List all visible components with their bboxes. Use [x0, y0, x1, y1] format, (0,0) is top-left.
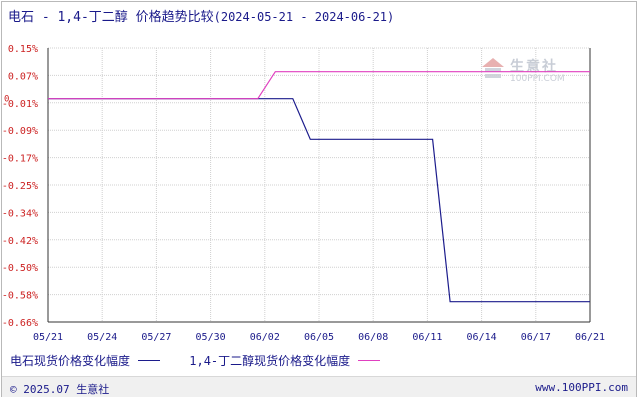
chart-title-text: 电石 - 1,4-丁二醇 价格趋势比较: [8, 10, 214, 25]
site-url[interactable]: www.100PPI.com: [535, 381, 628, 394]
x-tick-label: 05/21: [33, 332, 63, 343]
y-tick-label: -0.17%: [2, 154, 38, 165]
y-tick-label: -0.58%: [2, 291, 38, 302]
x-tick-label: 06/08: [358, 332, 388, 343]
legend-item-series1: 电石现货价格变化幅度: [10, 352, 161, 369]
y-tick-label: -0.50%: [2, 263, 38, 274]
x-tick-label: 05/24: [87, 332, 117, 343]
100ppi-logo-icon: [482, 58, 504, 78]
legend-swatch-series2: [358, 360, 381, 361]
copyright: © 2025.07 生意社: [10, 383, 110, 396]
series-line-2: [48, 71, 590, 100]
y-tick-label: 0.15%: [8, 44, 38, 55]
legend-label-series1: 电石现货价格变化幅度: [10, 354, 131, 368]
x-tick-label: 06/17: [521, 332, 551, 343]
y-tick-label: -0.66%: [2, 318, 38, 329]
chart-title: 电石 - 1,4-丁二醇 价格趋势比较(2024-05-21 - 2024-06…: [8, 6, 394, 25]
y-axis-ticks: 0.15% 0.07% -0.01% -0.09% -0.17% -0.25% -0.34%…: [2, 44, 38, 329]
y-tick-label: -0.01%: [2, 99, 38, 110]
series-lines: [48, 71, 590, 303]
x-tick-label: 06/11: [412, 332, 442, 343]
axes: [47, 48, 591, 323]
legend-label-series2: 1,4-丁二醇现货价格变化幅度: [189, 354, 351, 368]
legend-swatch-series1: [138, 360, 161, 361]
watermark: 生意社 100PPI.COM: [480, 54, 590, 90]
watermark-url: 100PPI.COM: [510, 74, 565, 84]
x-tick-label: 06/21: [575, 332, 605, 343]
y-tick-label: -0.25%: [2, 181, 38, 192]
footer-bar: © 2025.07 生意社 www.100PPI.com: [2, 376, 636, 397]
y-tick-label: -0.34%: [2, 208, 38, 219]
legend-item-series2: 1,4-丁二醇现货价格变化幅度: [189, 352, 381, 369]
y-tick-label: -0.09%: [2, 126, 38, 137]
x-tick-label: 05/30: [196, 332, 226, 343]
x-tick-label: 06/14: [467, 332, 497, 343]
x-tick-label: 06/02: [250, 332, 280, 343]
y-zero-label: 0: [4, 95, 9, 105]
y-tick-label: 0.07%: [8, 71, 38, 82]
x-axis-ticks: 05/21 05/24 05/27 05/30 06/02 06/05 06/08 06/11…: [33, 332, 605, 343]
x-tick-label: 05/27: [141, 332, 171, 343]
y-tick-label: -0.42%: [2, 236, 38, 247]
watermark-name: 生意社: [510, 59, 558, 75]
legend: 电石现货价格变化幅度 1,4-丁二醇现货价格变化幅度: [10, 352, 402, 369]
grid: [47, 47, 591, 323]
chart-date-range: (2024-05-21 - 2024-06-21): [213, 10, 395, 24]
x-tick-label: 06/05: [304, 332, 334, 343]
